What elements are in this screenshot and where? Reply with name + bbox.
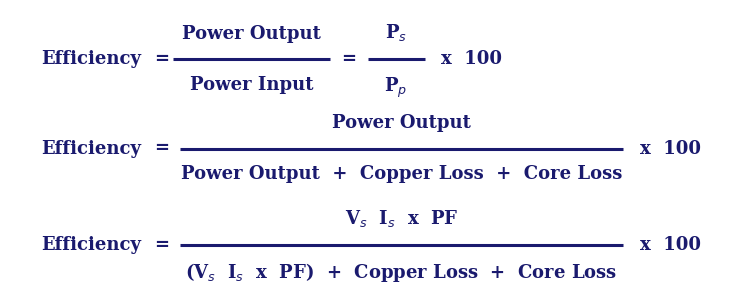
- Text: Power Input: Power Input: [190, 76, 313, 94]
- Text: P$_p$: P$_p$: [385, 76, 407, 100]
- Text: x  100: x 100: [640, 236, 701, 254]
- Text: =: =: [341, 50, 356, 68]
- Text: =: =: [154, 140, 169, 157]
- Text: Power Output: Power Output: [332, 114, 471, 132]
- Text: V$_s$  I$_s$  x  PF: V$_s$ I$_s$ x PF: [344, 208, 458, 229]
- Text: Efficiency: Efficiency: [41, 50, 141, 68]
- Text: Efficiency: Efficiency: [41, 236, 141, 254]
- Text: x  100: x 100: [640, 140, 701, 157]
- Text: =: =: [154, 50, 169, 68]
- Text: (V$_s$  I$_s$  x  PF)  +  Copper Loss  +  Core Loss: (V$_s$ I$_s$ x PF) + Copper Loss + Core …: [185, 261, 617, 284]
- Text: P$_s$: P$_s$: [385, 22, 407, 43]
- Text: Efficiency: Efficiency: [41, 140, 141, 157]
- Text: x  100: x 100: [441, 50, 502, 68]
- Text: =: =: [154, 236, 169, 254]
- Text: Power Output: Power Output: [182, 25, 321, 43]
- Text: Power Output  +  Copper Loss  +  Core Loss: Power Output + Copper Loss + Core Loss: [181, 165, 622, 183]
